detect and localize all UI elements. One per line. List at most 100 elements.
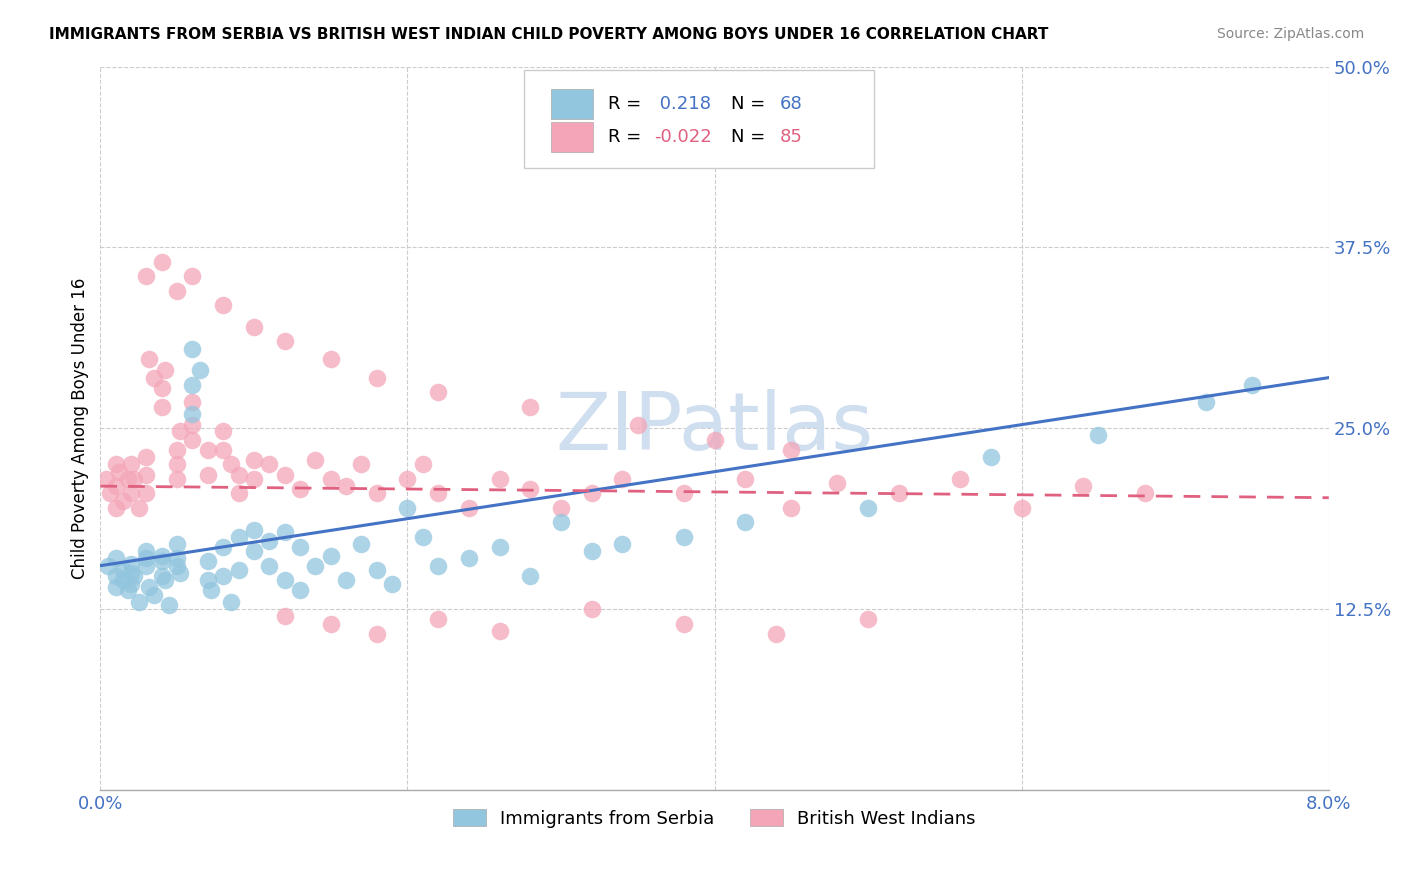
Point <box>212 540 235 554</box>
Point <box>200 583 222 598</box>
Point <box>427 385 450 400</box>
Point <box>1071 479 1094 493</box>
Point <box>335 573 357 587</box>
Point <box>627 418 650 433</box>
Point <box>120 486 142 500</box>
Point <box>780 500 803 515</box>
Text: 68: 68 <box>780 95 803 113</box>
Point <box>135 558 157 573</box>
Point <box>219 595 242 609</box>
Point <box>150 569 173 583</box>
Point <box>181 377 204 392</box>
Point <box>181 395 204 409</box>
Point <box>672 530 695 544</box>
Point <box>288 540 311 554</box>
FancyBboxPatch shape <box>524 70 875 168</box>
Text: 85: 85 <box>780 128 803 145</box>
Point <box>150 549 173 563</box>
Point <box>273 467 295 482</box>
Point <box>181 342 204 356</box>
Point <box>581 602 603 616</box>
Point <box>159 598 181 612</box>
Point <box>128 595 150 609</box>
Point <box>212 442 235 457</box>
Point <box>107 465 129 479</box>
Point <box>96 472 118 486</box>
Point <box>765 626 787 640</box>
Point <box>427 486 450 500</box>
Point <box>122 472 145 486</box>
Point <box>350 537 373 551</box>
Point <box>519 400 541 414</box>
Point <box>780 442 803 457</box>
Point <box>153 573 176 587</box>
Text: R =: R = <box>607 128 647 145</box>
Point <box>366 563 388 577</box>
Point <box>197 467 219 482</box>
Point <box>128 500 150 515</box>
Point <box>366 486 388 500</box>
Point <box>228 486 250 500</box>
Point <box>166 442 188 457</box>
Point <box>672 616 695 631</box>
Point <box>304 558 326 573</box>
Point <box>112 573 135 587</box>
Point <box>381 577 404 591</box>
Point <box>259 458 281 472</box>
Point <box>581 544 603 558</box>
Point <box>166 537 188 551</box>
Point <box>273 525 295 540</box>
Y-axis label: Child Poverty Among Boys Under 16: Child Poverty Among Boys Under 16 <box>72 277 89 579</box>
Point <box>135 551 157 566</box>
Point <box>457 500 479 515</box>
Point <box>1133 486 1156 500</box>
Point <box>212 569 235 583</box>
Text: ZIPatlas: ZIPatlas <box>555 389 873 467</box>
Point <box>138 581 160 595</box>
Point <box>112 563 135 577</box>
Text: 0.218: 0.218 <box>654 95 711 113</box>
Point <box>1240 377 1263 392</box>
Point <box>703 433 725 447</box>
Point <box>550 500 572 515</box>
Point <box>457 551 479 566</box>
Point <box>243 544 266 558</box>
FancyBboxPatch shape <box>551 89 593 120</box>
Point <box>273 573 295 587</box>
Point <box>350 458 373 472</box>
Point <box>181 418 204 433</box>
Point <box>181 433 204 447</box>
Point <box>243 472 266 486</box>
Point <box>120 458 142 472</box>
Point <box>117 472 139 486</box>
Point <box>427 612 450 626</box>
Point <box>734 516 756 530</box>
Point <box>550 516 572 530</box>
Point <box>412 530 434 544</box>
Point <box>243 523 266 537</box>
Point <box>135 269 157 284</box>
Point <box>166 551 188 566</box>
Point <box>856 612 879 626</box>
Point <box>166 284 188 298</box>
Point <box>319 616 342 631</box>
Point <box>288 482 311 496</box>
Point <box>104 551 127 566</box>
Point <box>1087 428 1109 442</box>
Point <box>887 486 910 500</box>
Point <box>412 458 434 472</box>
Point <box>181 269 204 284</box>
Point <box>949 472 972 486</box>
Point <box>197 442 219 457</box>
Point <box>169 566 191 580</box>
Point <box>212 424 235 438</box>
Text: IMMIGRANTS FROM SERBIA VS BRITISH WEST INDIAN CHILD POVERTY AMONG BOYS UNDER 16 : IMMIGRANTS FROM SERBIA VS BRITISH WEST I… <box>49 27 1049 42</box>
Point <box>150 255 173 269</box>
Point <box>288 583 311 598</box>
Point <box>488 624 510 638</box>
Point <box>181 407 204 421</box>
Point <box>519 569 541 583</box>
Point <box>135 467 157 482</box>
Legend: Immigrants from Serbia, British West Indians: Immigrants from Serbia, British West Ind… <box>446 802 983 835</box>
Point <box>366 370 388 384</box>
